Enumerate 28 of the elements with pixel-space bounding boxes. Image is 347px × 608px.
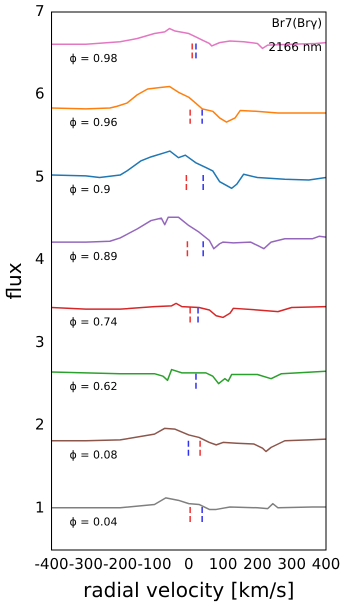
y-tick-label: 1	[34, 498, 45, 517]
annotation: Br7(Brγ)	[272, 16, 322, 30]
x-axis-title: radial velocity [km/s]	[83, 578, 294, 602]
x-tick-label: 100	[208, 554, 238, 573]
series-label: ϕ = 0.04	[70, 516, 118, 529]
x-tick-label: -100	[137, 554, 172, 573]
series-label: ϕ = 0.96	[70, 116, 118, 129]
y-tick-label: 3	[34, 332, 45, 351]
y-tick-label: 2	[34, 416, 45, 434]
annotation: 2166 nm	[268, 40, 322, 54]
x-tick-label: -300	[68, 554, 103, 573]
x-tick-label: 400	[312, 554, 340, 573]
y-tick-label: 7	[34, 2, 45, 20]
series-label: ϕ = 0.9	[70, 182, 111, 196]
y-tick-label: 5	[34, 167, 45, 186]
series-label: ϕ = 0.98	[70, 52, 118, 66]
x-tick-label: -400	[34, 554, 69, 573]
x-tick-label: -200	[103, 554, 138, 573]
series-label: ϕ = 0.89	[70, 250, 118, 263]
series-label: ϕ = 0.74	[70, 315, 118, 328]
series-label: ϕ = 0.62	[70, 380, 118, 393]
y-axis-title: flux	[2, 262, 26, 300]
y-tick-label: 6	[34, 84, 45, 103]
y-tick-label: 4	[34, 250, 45, 268]
x-tick-label: 200	[243, 554, 272, 573]
x-tick-label: 300	[277, 554, 306, 573]
x-tick-label: 0	[184, 554, 194, 573]
series-label: ϕ = 0.08	[70, 448, 118, 462]
